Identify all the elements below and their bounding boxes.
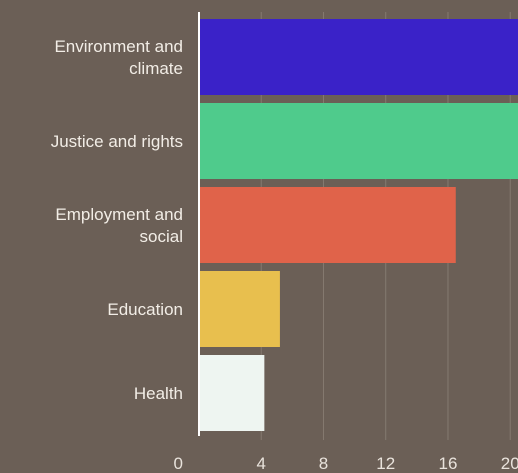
category-label-1-0: Justice and rights: [51, 132, 183, 151]
category-labels: Environment and climate Justice and rights…: [51, 37, 183, 403]
category-label-2-0: Employment and: [55, 205, 183, 224]
bar-0: [200, 19, 518, 95]
category-label-4-0: Health: [134, 384, 183, 403]
category-label-0-1: climate: [129, 59, 183, 78]
category-label-3-0: Education: [107, 300, 183, 319]
tick-label-1: 4: [257, 454, 266, 473]
bar-4: [200, 355, 265, 431]
tick-label-5: 20: [501, 454, 518, 473]
tick-labels: 0 4 8 12 16 20: [174, 454, 518, 473]
category-label-0-0: Environment and: [54, 37, 183, 56]
tick-label-3: 12: [376, 454, 395, 473]
tick-label-2: 8: [319, 454, 328, 473]
bars: [200, 19, 518, 431]
bar-1: [200, 103, 518, 179]
bar-3: [200, 271, 280, 347]
category-label-2-1: social: [140, 227, 183, 246]
tick-label-0: 0: [174, 454, 183, 473]
tick-label-4: 16: [439, 454, 458, 473]
bar-2: [200, 187, 456, 263]
